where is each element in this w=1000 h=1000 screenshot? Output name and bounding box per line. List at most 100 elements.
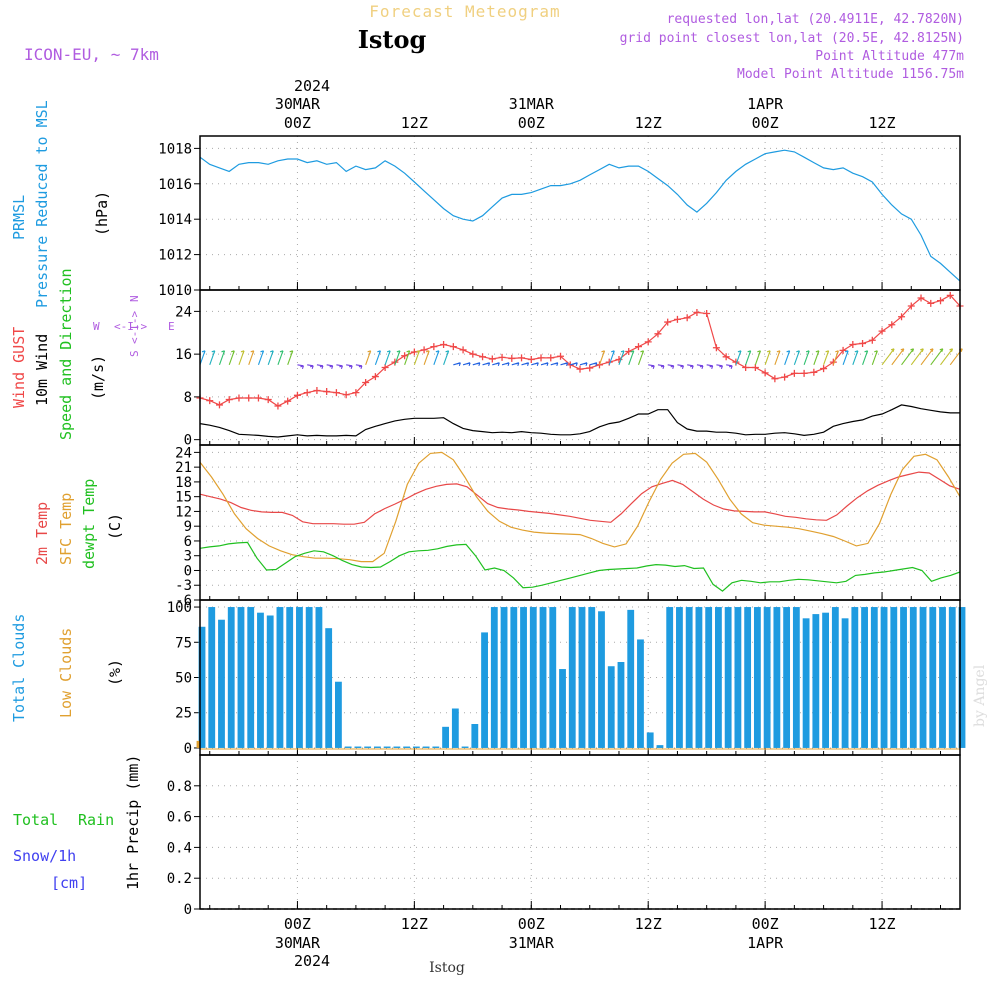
wind-arrowhead [445, 350, 450, 355]
cloud-bar [218, 619, 225, 748]
cloud-bar [822, 612, 829, 748]
cloud-bar [257, 612, 264, 748]
cloud-bar [812, 614, 820, 748]
wind-arrowhead [386, 350, 391, 355]
compass-n: N [128, 295, 141, 302]
cloud-bar [286, 607, 294, 748]
requested-coords: requested lon,lat (20.4911E, 42.7820N) [667, 12, 964, 27]
precip-snow-label: Snow/1h [13, 847, 76, 865]
cloud-bar [724, 607, 732, 748]
cloud-bar [549, 607, 557, 748]
cloud-bar [773, 607, 781, 748]
precip-panel: 0 0.2 0.4 0.6 0.8 [167, 754, 961, 918]
cloud-bar [198, 626, 206, 748]
wind-arrowhead [835, 350, 839, 355]
top-time-label: 12Z [401, 114, 428, 132]
cloud-bar [559, 669, 566, 748]
ytick-label: 18 [175, 475, 192, 491]
bottom-date-label: 31MAR [509, 934, 555, 952]
ytick-label: 0.2 [167, 871, 192, 887]
wind-arrowhead [339, 365, 343, 370]
gust-marker [771, 375, 779, 383]
gust-marker [917, 294, 925, 302]
wind-gust-label: Wind GUST [10, 327, 28, 408]
wind-arrowhead [377, 350, 381, 355]
gust-marker [430, 343, 438, 351]
wind-arrowhead [854, 350, 859, 355]
cloud-bar [783, 607, 791, 748]
wind-arrowhead [554, 362, 559, 367]
wind-arrowhead [805, 350, 810, 355]
wind-arrowhead [910, 348, 915, 353]
compass-arrow-v: <-I-> [128, 311, 141, 344]
ytick-label: 8 [184, 390, 192, 406]
cloud-bar [578, 607, 586, 748]
bottom-time-label: 12Z [869, 915, 896, 933]
gust-marker [557, 352, 565, 360]
gridpoint-coords: grid point closest lon,lat (20.5E, 42.81… [620, 31, 964, 46]
ytick-label: -3 [175, 578, 192, 594]
wind-arrowhead [535, 362, 539, 367]
gust-marker [946, 291, 954, 299]
wind-arrowhead [796, 350, 800, 355]
cloud-bar [637, 639, 644, 748]
gust-marker [634, 343, 642, 351]
cloud-bar [227, 607, 235, 748]
gust-marker [888, 321, 896, 329]
ytick-label: 1010 [158, 283, 192, 299]
compass-arrow-h: <-I-> [114, 320, 147, 333]
wind-arrowhead [776, 350, 781, 355]
gust-marker [342, 391, 350, 399]
prmsl-label: PRMSL [10, 195, 28, 240]
wind-arrowhead [874, 350, 878, 355]
cloud-bar [841, 618, 849, 748]
ytick-label: 0 [184, 902, 192, 918]
wind-arrowhead [544, 362, 549, 367]
cloud-bar [325, 628, 333, 748]
point-altitude: Point Altitude 477m [815, 49, 964, 64]
top-time-label: 00Z [752, 114, 779, 132]
cloud-bar [909, 607, 917, 748]
wind-arrow [891, 348, 905, 366]
cloud-bar [890, 607, 898, 748]
ytick-label: 1018 [158, 141, 192, 157]
wind-arrowhead [425, 350, 430, 355]
wind-arrowhead [757, 350, 761, 355]
gust-marker [644, 338, 652, 346]
cloud-bar [948, 607, 956, 748]
gust-marker [469, 350, 477, 358]
wind-arrowhead [289, 350, 294, 355]
wind-arrowhead [939, 348, 944, 353]
cloud-bar [296, 607, 303, 748]
gust-marker [927, 299, 935, 307]
cloud-bar [335, 681, 342, 748]
gust-marker [537, 354, 545, 362]
clouds-unit: (%) [106, 659, 124, 686]
gust-marker [332, 389, 340, 397]
gust-marker [479, 353, 487, 361]
gust-marker [810, 368, 818, 376]
gust-marker [293, 391, 301, 399]
wind-arrowhead [416, 350, 420, 355]
ytick-label: 0.8 [167, 779, 192, 795]
gust-marker [215, 401, 223, 409]
gust-marker [547, 354, 555, 362]
wind-arrowhead [630, 350, 635, 355]
cloud-bar [442, 726, 449, 748]
wind-arrowhead [660, 365, 665, 370]
wind-arrowhead [231, 350, 235, 355]
gust-marker [264, 396, 272, 404]
gust-marker [371, 373, 379, 381]
precip-total-label: Total [13, 811, 58, 829]
gust-marker [664, 318, 672, 326]
cloud-bar [266, 615, 274, 748]
gust-marker [274, 402, 282, 410]
2m-temp-label: 2m Temp [33, 502, 51, 565]
compass-e: E [168, 320, 175, 333]
wind-arrowhead [358, 365, 363, 370]
cloud-bar [490, 607, 498, 748]
wind-arrowhead [593, 362, 598, 367]
wind-arrowhead [435, 350, 440, 355]
dewpt-temp-label: dewpt Temp [80, 479, 98, 569]
bottom-time-label: 12Z [401, 915, 428, 933]
